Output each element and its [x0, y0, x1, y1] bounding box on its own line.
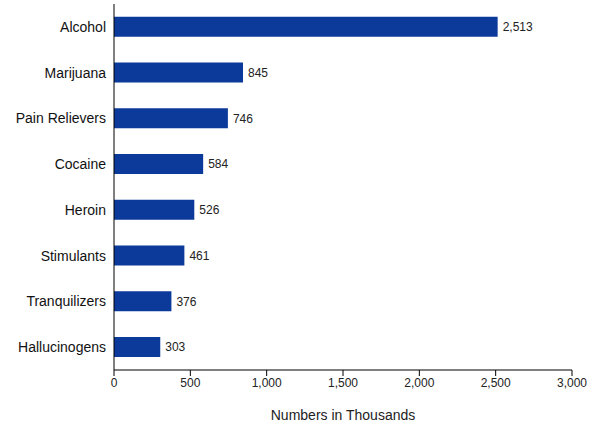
- svg-text:2,000: 2,000: [404, 376, 434, 390]
- svg-text:303: 303: [165, 340, 185, 354]
- svg-text:1,500: 1,500: [328, 376, 358, 390]
- svg-text:584: 584: [208, 157, 228, 171]
- svg-text:Numbers in Thousands: Numbers in Thousands: [271, 407, 415, 423]
- svg-text:Marijuana: Marijuana: [45, 65, 107, 81]
- svg-text:1,000: 1,000: [252, 376, 282, 390]
- svg-text:526: 526: [199, 203, 219, 217]
- svg-text:746: 746: [233, 112, 253, 126]
- svg-text:376: 376: [176, 295, 196, 309]
- svg-text:Tranquilizers: Tranquilizers: [26, 293, 106, 309]
- svg-text:Alcohol: Alcohol: [60, 19, 106, 35]
- svg-text:Cocaine: Cocaine: [55, 156, 107, 172]
- svg-text:500: 500: [180, 376, 200, 390]
- svg-text:Pain Relievers: Pain Relievers: [16, 110, 106, 126]
- svg-text:845: 845: [248, 66, 268, 80]
- svg-text:0: 0: [111, 376, 118, 390]
- svg-text:Hallucinogens: Hallucinogens: [18, 339, 106, 355]
- svg-text:461: 461: [189, 249, 209, 263]
- svg-text:Heroin: Heroin: [65, 202, 106, 218]
- svg-text:2,500: 2,500: [481, 376, 511, 390]
- svg-text:Stimulants: Stimulants: [41, 248, 106, 264]
- svg-text:3,000: 3,000: [557, 376, 584, 390]
- svg-text:2,513: 2,513: [503, 20, 533, 34]
